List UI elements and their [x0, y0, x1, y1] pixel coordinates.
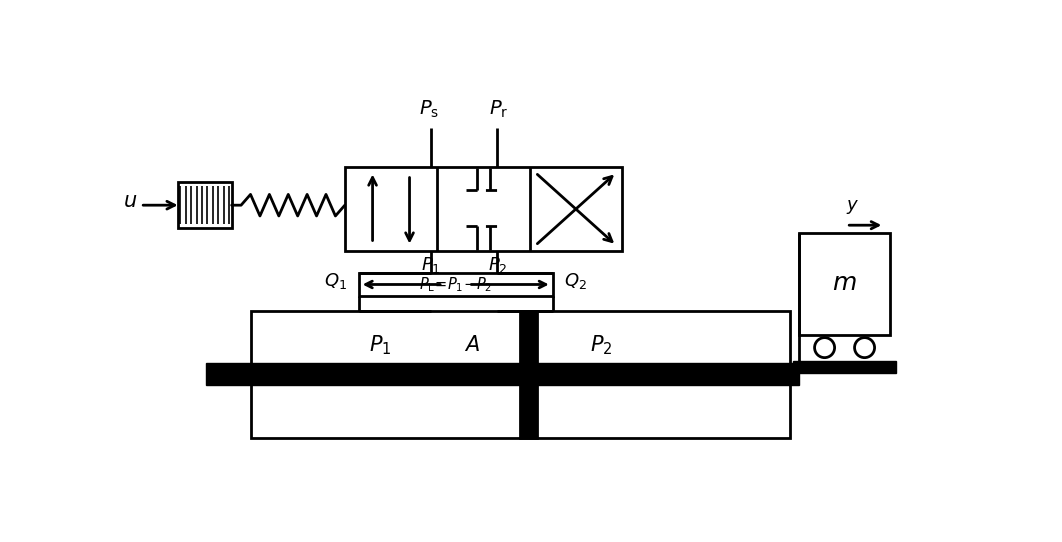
- Text: $m$: $m$: [833, 272, 857, 295]
- Text: $P_2$: $P_2$: [487, 255, 508, 275]
- Bar: [359, 273, 552, 296]
- Bar: [177, 182, 232, 228]
- Bar: [345, 167, 622, 251]
- Bar: [799, 233, 890, 334]
- Text: $y$: $y$: [846, 198, 859, 216]
- Text: $u$: $u$: [123, 192, 137, 211]
- Bar: [206, 364, 799, 385]
- Bar: [520, 311, 537, 438]
- Text: $Q_2$: $Q_2$: [564, 272, 587, 292]
- Text: $A$: $A$: [464, 335, 480, 355]
- Text: $Q_1$: $Q_1$: [324, 272, 347, 292]
- Text: $P_2$: $P_2$: [590, 333, 613, 357]
- Text: $P_{\rm s}$: $P_{\rm s}$: [419, 99, 440, 120]
- Text: $P_{\rm L}\!=\!P_1\!-\!P_2$: $P_{\rm L}\!=\!P_1\!-\!P_2$: [419, 275, 493, 294]
- Text: $P_{\rm r}$: $P_{\rm r}$: [490, 99, 509, 120]
- Bar: [793, 361, 896, 373]
- Text: $P_1$: $P_1$: [421, 255, 441, 275]
- Text: $P_1$: $P_1$: [369, 333, 392, 357]
- Bar: [251, 311, 790, 438]
